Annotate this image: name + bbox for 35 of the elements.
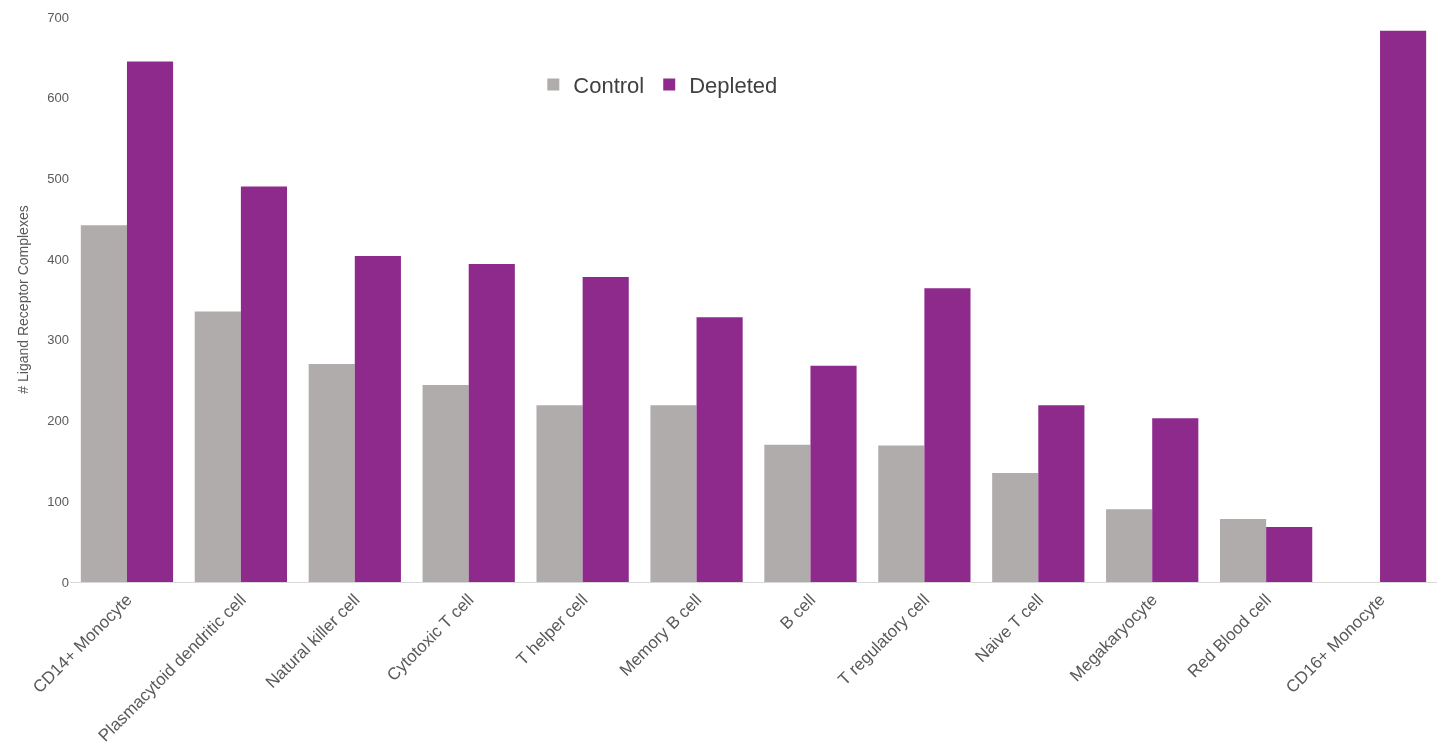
bar [810,365,857,582]
y-tick-label: 500 [47,170,69,186]
bar [240,186,288,582]
bar [422,385,469,582]
bar [468,263,515,582]
x-tick-label: B cell [776,590,820,634]
bar [536,405,583,582]
y-tick-label: 200 [47,413,69,429]
bar [924,288,971,582]
y-axis-title: # Ligand Receptor Complexes [14,205,31,394]
legend-label: Control [573,73,645,99]
y-tick-label: 700 [47,9,69,25]
legend-label: Depleted [689,73,778,99]
bar [650,405,697,582]
bar [126,61,174,582]
bar [582,276,629,582]
y-tick-label: 400 [47,251,69,267]
y-tick-label: 300 [47,332,69,348]
bar [1380,30,1427,582]
bar [1266,527,1313,582]
bar [1038,405,1085,582]
bar [1152,418,1199,582]
y-tick-label: 0 [61,574,69,590]
bar [308,364,355,582]
bar [992,473,1039,582]
y-tick-label: 600 [47,90,69,106]
bar [354,255,401,582]
bar [1106,509,1153,582]
bar [1219,519,1267,582]
bar [878,445,925,582]
bar [696,317,743,582]
y-tick-label: 100 [47,493,69,509]
bar [194,311,241,582]
bar [764,444,811,582]
bar [80,225,127,582]
